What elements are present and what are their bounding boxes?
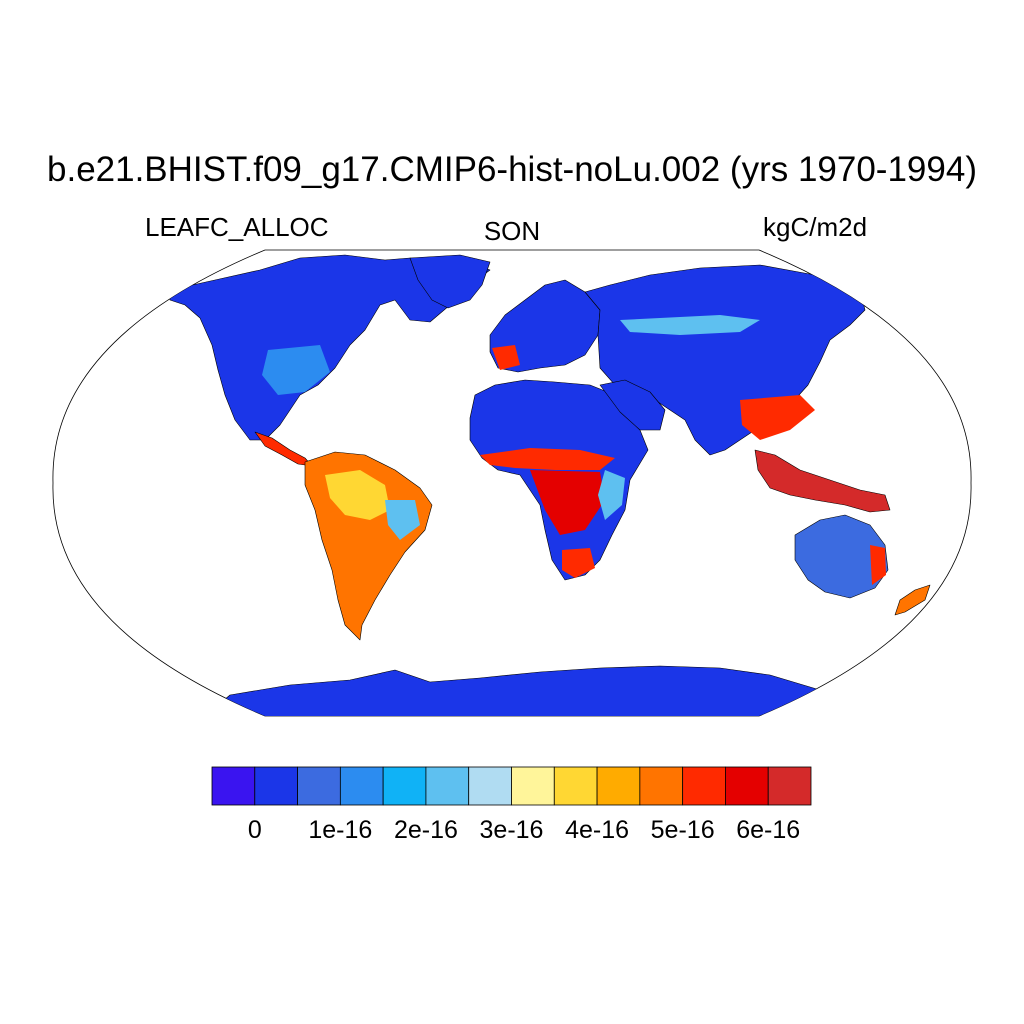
season-label: SON — [483, 216, 541, 246]
south-china-values — [740, 395, 815, 440]
colorbar-tick-label: 0 — [248, 816, 262, 844]
east-australia-values — [870, 545, 886, 585]
colorbar-box — [725, 766, 769, 806]
colorbar-boxes — [211, 766, 812, 806]
colorbar-box — [682, 766, 726, 806]
central-africa-values — [530, 470, 605, 535]
colorbar-box — [596, 766, 641, 806]
variable-label: LEAFC_ALLOC — [145, 212, 329, 242]
colorbar-tick-label: 3e-16 — [480, 816, 544, 844]
new-zealand-land — [894, 584, 931, 616]
greenland-land — [409, 254, 491, 309]
colorbar-tick-label: 4e-16 — [565, 816, 629, 844]
southeast-asia-islands — [754, 449, 891, 513]
colorbar-box — [511, 766, 555, 806]
colorbar-box — [425, 766, 470, 806]
colorbar-box — [553, 766, 598, 806]
colorbar-box — [211, 766, 256, 806]
se-brazil-values — [385, 500, 420, 540]
amazon-high-values — [325, 470, 390, 520]
colorbar-box — [468, 766, 512, 806]
north-america-land — [169, 254, 491, 441]
colorbar-box — [767, 766, 812, 806]
east-africa-values — [598, 470, 625, 520]
value-patches — [262, 315, 886, 585]
colorbar-tick-label: 2e-16 — [394, 816, 458, 844]
arabia-land — [599, 379, 666, 431]
colorbar-box — [297, 766, 341, 806]
boreal-light-values — [620, 315, 760, 335]
australia-land — [794, 514, 889, 599]
antarctica-land — [199, 665, 851, 716]
colorbar-tick-labels: 0 1e-16 2e-16 3e-16 4e-16 5e-16 6e-16 — [248, 816, 800, 844]
colorbar-box — [339, 766, 384, 806]
southern-africa-values — [562, 548, 595, 578]
colorbar-box — [254, 766, 298, 806]
europe-south-values — [492, 345, 520, 370]
us-east-values — [262, 345, 330, 395]
colorbar-box — [382, 766, 427, 806]
colorbar-tick-label: 5e-16 — [651, 816, 715, 844]
sahel-red-band — [480, 448, 615, 470]
colorbar-tick-label: 6e-16 — [736, 816, 800, 844]
colorbar-tick-label: 1e-16 — [308, 816, 372, 844]
figure-title: b.e21.BHIST.f09_g17.CMIP6-hist-noLu.002 … — [47, 150, 977, 189]
colorbar-box — [639, 766, 684, 806]
units-label: kgC/m2d — [763, 212, 868, 242]
